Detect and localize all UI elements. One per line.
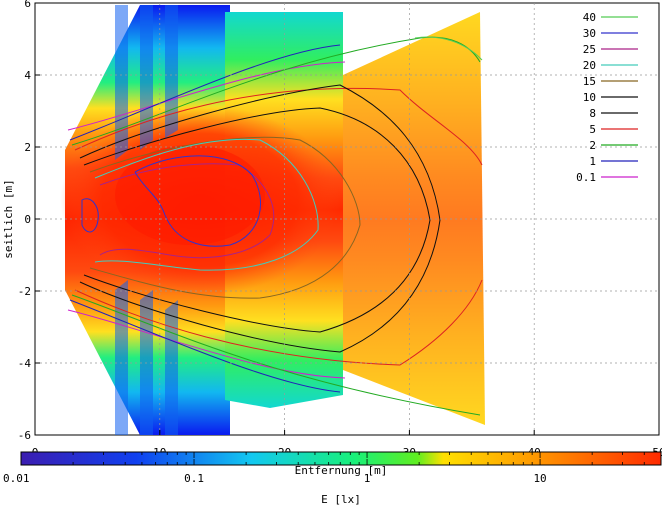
colorbar-tick-label: 10 — [533, 472, 546, 485]
heatmap-field — [60, 5, 485, 435]
legend-label: 25 — [583, 43, 596, 56]
y-tick-label: 2 — [24, 141, 31, 154]
contour-20 — [94, 138, 319, 271]
contour-8 — [79, 84, 441, 353]
heatmap-tooth-6 — [165, 300, 178, 435]
legend-label: 20 — [583, 59, 596, 72]
legend: 40 30 25 20 15 10 8 5 2 1 0.1 — [576, 11, 638, 184]
contour-2 — [71, 36, 481, 416]
colorbar — [20, 451, 662, 466]
heatmap-band-far — [343, 12, 485, 425]
y-tick-label: -4 — [18, 357, 32, 370]
legend-label: 5 — [589, 123, 596, 136]
heatmap-tooth-3 — [165, 5, 178, 138]
legend-label: 40 — [583, 11, 596, 24]
colorbar-tick-label: 1 — [364, 472, 371, 485]
heatmap-tooth-1 — [115, 5, 128, 160]
heatmap-core-inner — [115, 145, 265, 245]
y-tick-label: 6 — [24, 0, 31, 10]
y-tick-label: -6 — [18, 429, 31, 442]
legend-label: 1 — [589, 155, 596, 168]
contour-30 — [81, 155, 261, 247]
y-tick-label: 4 — [24, 69, 31, 82]
contour-5 — [74, 87, 483, 366]
grid — [35, 3, 659, 435]
x-axis-label: Entfernung [m] — [295, 464, 388, 477]
contour-1 — [69, 44, 341, 393]
heatmap-tooth-4 — [115, 280, 128, 435]
legend-label: 15 — [583, 75, 596, 88]
y-tick-label: 0 — [24, 213, 31, 226]
legend-label: 2 — [589, 139, 596, 152]
colorbar-tick-label: 0.01 — [3, 472, 30, 485]
heatmap-tooth-5 — [140, 290, 153, 435]
contour-lines — [67, 36, 483, 416]
legend-label: 30 — [583, 27, 596, 40]
contour-0-1 — [67, 61, 346, 379]
contour-25 — [99, 163, 275, 259]
colorbar-label: E [lx] — [321, 493, 361, 505]
legend-label: 0.1 — [576, 171, 596, 184]
y-axis-label: seitlich [m] — [2, 179, 15, 258]
contour-40 — [414, 36, 483, 61]
colorbar-tick-label: 0.1 — [184, 472, 204, 485]
y-axis: -6 -4 -2 0 2 4 6 — [18, 0, 40, 442]
legend-label: 10 — [583, 91, 596, 104]
legend-label: 8 — [589, 107, 596, 120]
contour-10 — [83, 107, 431, 333]
heatmap-tooth-2 — [140, 5, 153, 150]
colorbar-ticks: 0.01 0.1 1 10 — [3, 452, 662, 485]
y-tick-label: -2 — [18, 285, 31, 298]
